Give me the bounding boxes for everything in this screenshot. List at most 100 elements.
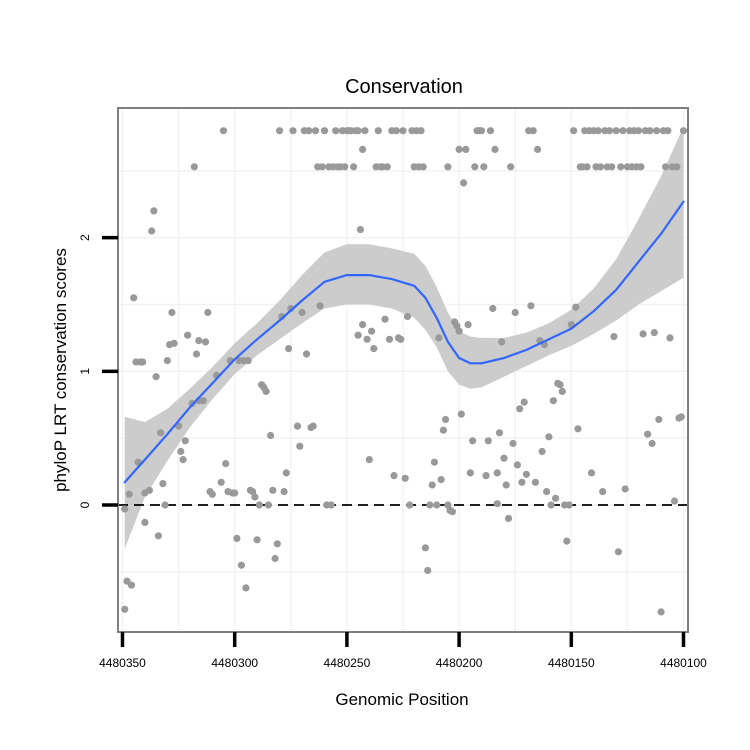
data-point [543,488,551,496]
data-point [311,127,320,135]
data-point [359,321,367,329]
data-point [249,488,257,496]
data-point [125,490,133,498]
data-point [296,442,304,450]
confidence-band-layer [124,126,684,550]
x-tick-label: 4480100 [660,656,707,670]
data-point [148,227,156,235]
data-point [262,387,270,395]
data-point [219,127,228,135]
data-point [460,179,468,187]
data-point [504,514,513,523]
data-point [619,127,627,135]
data-point [273,540,281,548]
data-point [269,486,277,494]
data-point [253,536,261,544]
data-point [363,335,371,343]
data-point [264,501,272,509]
data-point [406,501,414,509]
data-point [594,127,602,135]
data-point [486,127,495,135]
data-point [170,339,178,347]
data-point [383,163,391,171]
data-point [608,163,616,171]
data-point [233,534,241,543]
data-point [670,497,679,505]
data-point [222,460,230,468]
data-point [518,478,526,486]
data-point [217,478,225,486]
data-point [359,145,367,153]
data-point [610,333,618,341]
data-point [493,500,501,508]
data-point [484,437,492,445]
data-point [267,431,275,440]
points-layer [121,127,688,616]
data-point [547,501,555,509]
data-point [583,163,591,171]
x-tick-label: 4480250 [324,656,371,670]
chart-title: Conservation [345,76,463,98]
data-point [293,422,302,430]
data-point [599,488,607,496]
data-point [251,493,259,501]
data-point [285,345,293,353]
data-point [168,308,176,317]
data-point [565,501,573,509]
x-axis-label: Genomic Position [335,690,468,709]
data-point [552,494,560,502]
data-point [545,433,553,441]
data-point [471,163,479,171]
data-point [354,127,362,135]
data-point [271,554,279,563]
data-point [493,469,501,477]
data-point [385,335,394,343]
data-point [522,470,531,478]
data-point [356,226,364,234]
data-point [639,330,647,338]
data-point [199,397,207,405]
data-point [653,127,661,135]
data-point [482,472,490,480]
data-point [480,163,488,171]
data-point [549,397,558,405]
data-point [399,127,407,135]
data-point [655,415,663,424]
data-point [477,127,486,135]
data-point [121,605,129,613]
data-point [455,327,463,335]
data-point [464,321,472,329]
data-point [442,415,450,424]
smooth-line-layer [123,200,685,484]
data-point [507,163,515,171]
data-point [444,163,452,171]
data-point [276,127,284,135]
data-point [437,476,445,484]
data-point [574,425,582,433]
data-point [392,127,400,135]
data-point [570,127,578,135]
data-point [127,581,136,589]
data-point [430,458,438,466]
data-point [421,544,429,552]
data-point [397,335,405,343]
data-point [204,308,212,317]
data-point [332,127,340,135]
data-point [650,329,658,337]
data-point [255,501,263,509]
data-point [502,481,510,489]
data-point [341,163,349,171]
data-point [646,127,654,135]
data-point [679,127,688,135]
data-point [289,127,297,135]
data-point [161,501,169,509]
data-point [657,608,665,616]
data-point [318,163,326,171]
data-point [208,490,216,498]
data-point [157,429,165,437]
data-point [534,145,542,153]
data-point [444,501,452,509]
data-point [664,127,672,135]
data-point [282,469,290,477]
data-point [350,163,358,171]
